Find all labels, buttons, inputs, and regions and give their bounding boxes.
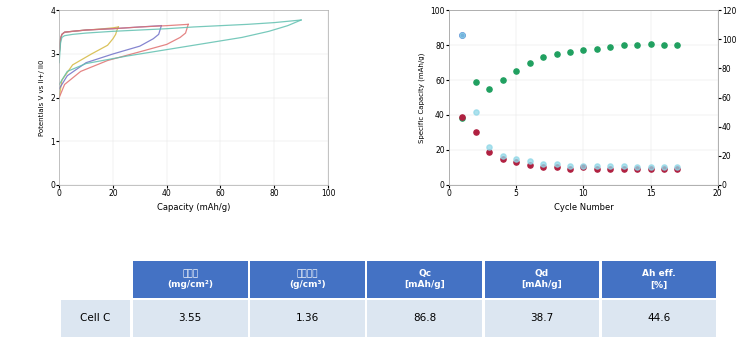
Point [605, 163, 616, 169]
Point [483, 149, 495, 154]
Point [470, 129, 482, 135]
Text: 1.36: 1.36 [296, 313, 319, 323]
Point [470, 79, 482, 85]
Point [605, 166, 616, 172]
FancyBboxPatch shape [61, 261, 130, 298]
Point [577, 48, 589, 53]
Text: 로딩량
(mg/cm²): 로딩량 (mg/cm²) [167, 269, 213, 289]
Point [591, 46, 603, 51]
Point [591, 163, 603, 169]
Point [537, 162, 549, 167]
Point [483, 144, 495, 150]
Point [645, 164, 656, 170]
Point [577, 164, 589, 170]
Point [497, 156, 508, 161]
Point [537, 164, 549, 170]
Point [497, 153, 508, 158]
Point [645, 166, 656, 172]
Text: Qc
[mAh/g]: Qc [mAh/g] [404, 269, 445, 289]
Text: 3.55: 3.55 [178, 313, 202, 323]
Point [483, 86, 495, 92]
Text: 38.7: 38.7 [531, 313, 554, 323]
Point [551, 162, 562, 167]
Point [605, 44, 616, 50]
Point [618, 166, 630, 172]
FancyBboxPatch shape [602, 299, 716, 337]
FancyBboxPatch shape [250, 261, 365, 298]
Point [618, 163, 630, 169]
Point [672, 164, 684, 170]
X-axis label: Cycle Number: Cycle Number [554, 203, 613, 212]
Point [658, 42, 670, 48]
Point [537, 55, 549, 60]
Point [551, 164, 562, 170]
Point [457, 114, 468, 119]
FancyBboxPatch shape [485, 261, 599, 298]
FancyBboxPatch shape [368, 261, 482, 298]
Point [618, 42, 630, 48]
X-axis label: Capacity (mAh/g): Capacity (mAh/g) [157, 203, 230, 212]
Text: 전극밀도
(g/cm³): 전극밀도 (g/cm³) [289, 269, 326, 289]
FancyBboxPatch shape [133, 261, 248, 298]
FancyBboxPatch shape [61, 299, 130, 337]
Point [511, 69, 522, 74]
Text: Ah eff.
[%]: Ah eff. [%] [642, 269, 676, 289]
Point [672, 42, 684, 48]
FancyBboxPatch shape [485, 299, 599, 337]
Point [457, 32, 468, 38]
FancyBboxPatch shape [250, 299, 365, 337]
FancyBboxPatch shape [133, 299, 248, 337]
FancyBboxPatch shape [602, 261, 716, 298]
Text: Cell C: Cell C [80, 313, 110, 323]
Point [631, 164, 643, 170]
Text: Qd
[mAh/g]: Qd [mAh/g] [522, 269, 562, 289]
Y-axis label: Specific Capacity (mAh/g): Specific Capacity (mAh/g) [418, 52, 425, 143]
Point [631, 42, 643, 48]
Point [645, 41, 656, 46]
Text: 44.6: 44.6 [648, 313, 670, 323]
Y-axis label: Potentials V vs li+/ li0: Potentials V vs li+/ li0 [38, 59, 44, 136]
Point [524, 163, 536, 168]
Point [524, 60, 536, 66]
Point [658, 164, 670, 170]
Text: 86.8: 86.8 [413, 313, 437, 323]
Point [564, 166, 576, 172]
Point [497, 77, 508, 83]
Point [457, 116, 468, 121]
Point [631, 166, 643, 172]
FancyBboxPatch shape [368, 299, 482, 337]
Point [551, 51, 562, 57]
Point [457, 32, 468, 37]
Point [658, 166, 670, 172]
Point [564, 50, 576, 55]
Point [577, 163, 589, 169]
Point [511, 156, 522, 161]
Point [511, 159, 522, 165]
Point [591, 166, 603, 172]
Point [524, 159, 536, 164]
Point [672, 166, 684, 172]
Point [564, 163, 576, 169]
Point [470, 109, 482, 115]
